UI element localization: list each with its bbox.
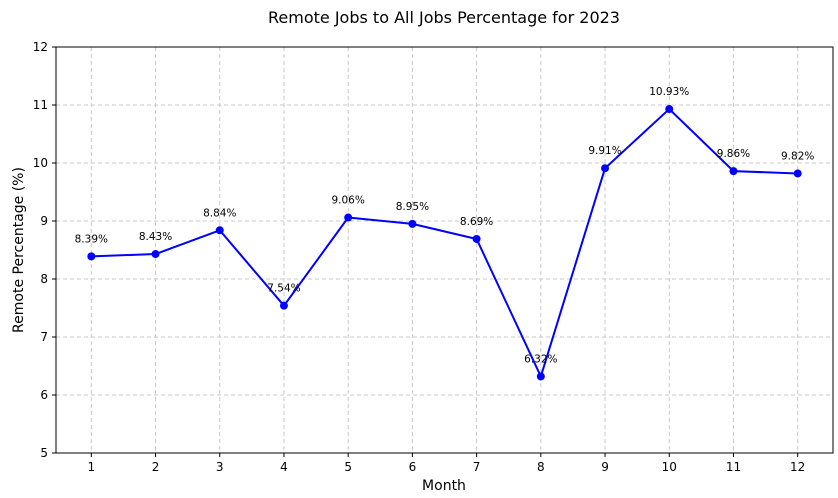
y-tick-label: 10	[33, 156, 48, 170]
data-point	[472, 234, 481, 243]
data-labels: 8.39% 8.43% 8.84% 7.54% 9.06% 8.95% 8.69% 6.32%…	[75, 86, 815, 365]
data-label: 10.93%	[649, 86, 689, 98]
x-axis-label: Month	[422, 478, 466, 494]
x-tick-label: 1	[87, 460, 95, 474]
data-point	[87, 252, 96, 261]
grid	[56, 46, 833, 454]
data-label: 9.86%	[717, 148, 750, 160]
data-label: 8.69%	[460, 216, 493, 228]
data-label: 6.32%	[524, 353, 557, 365]
y-tick-label: 6	[40, 388, 48, 402]
x-tick-label: 2	[152, 460, 160, 474]
data-label: 9.06%	[331, 195, 364, 207]
data-label: 8.43%	[139, 231, 172, 243]
y-axis-label: Remote Percentage (%)	[11, 167, 27, 333]
data-label: 9.91%	[588, 145, 621, 157]
data-point	[793, 169, 802, 178]
x-tick-label: 6	[409, 460, 417, 474]
series-remote-percentage	[87, 105, 802, 381]
y-tick-label: 5	[40, 446, 48, 460]
y-tick-label: 12	[33, 40, 48, 54]
x-tick-label: 11	[726, 460, 741, 474]
y-tick-label: 9	[40, 214, 48, 228]
plot-frame	[55, 46, 834, 454]
data-label: 8.39%	[75, 233, 108, 245]
chart-title: Remote Jobs to All Jobs Percentage for 2…	[268, 8, 620, 27]
x-tick-label: 8	[537, 460, 545, 474]
y-tick-label: 11	[33, 98, 48, 112]
data-label: 7.54%	[267, 283, 300, 295]
data-label: 9.82%	[781, 150, 814, 162]
data-point	[344, 213, 353, 222]
data-point	[215, 226, 224, 235]
x-tick-label: 12	[790, 460, 805, 474]
x-tick-label: 4	[280, 460, 288, 474]
data-point	[601, 164, 610, 173]
x-axis: 1 2 3 4 5 6 7 8 9 10 11 12	[87, 453, 805, 474]
y-tick-label: 7	[40, 330, 48, 344]
data-point	[536, 372, 545, 381]
y-axis: 5 6 7 8 9 10 11 12	[33, 40, 56, 460]
data-point	[151, 250, 160, 259]
data-point	[408, 219, 417, 228]
x-tick-label: 5	[344, 460, 352, 474]
x-tick-label: 3	[216, 460, 224, 474]
series-line	[91, 108, 798, 378]
data-point	[279, 301, 288, 310]
data-label: 8.95%	[396, 201, 429, 213]
x-tick-label: 7	[473, 460, 481, 474]
y-tick-label: 8	[40, 272, 48, 286]
x-tick-label: 9	[601, 460, 609, 474]
data-point	[665, 105, 674, 114]
data-label: 8.84%	[203, 207, 236, 219]
x-tick-label: 10	[662, 460, 677, 474]
data-point	[729, 167, 738, 176]
